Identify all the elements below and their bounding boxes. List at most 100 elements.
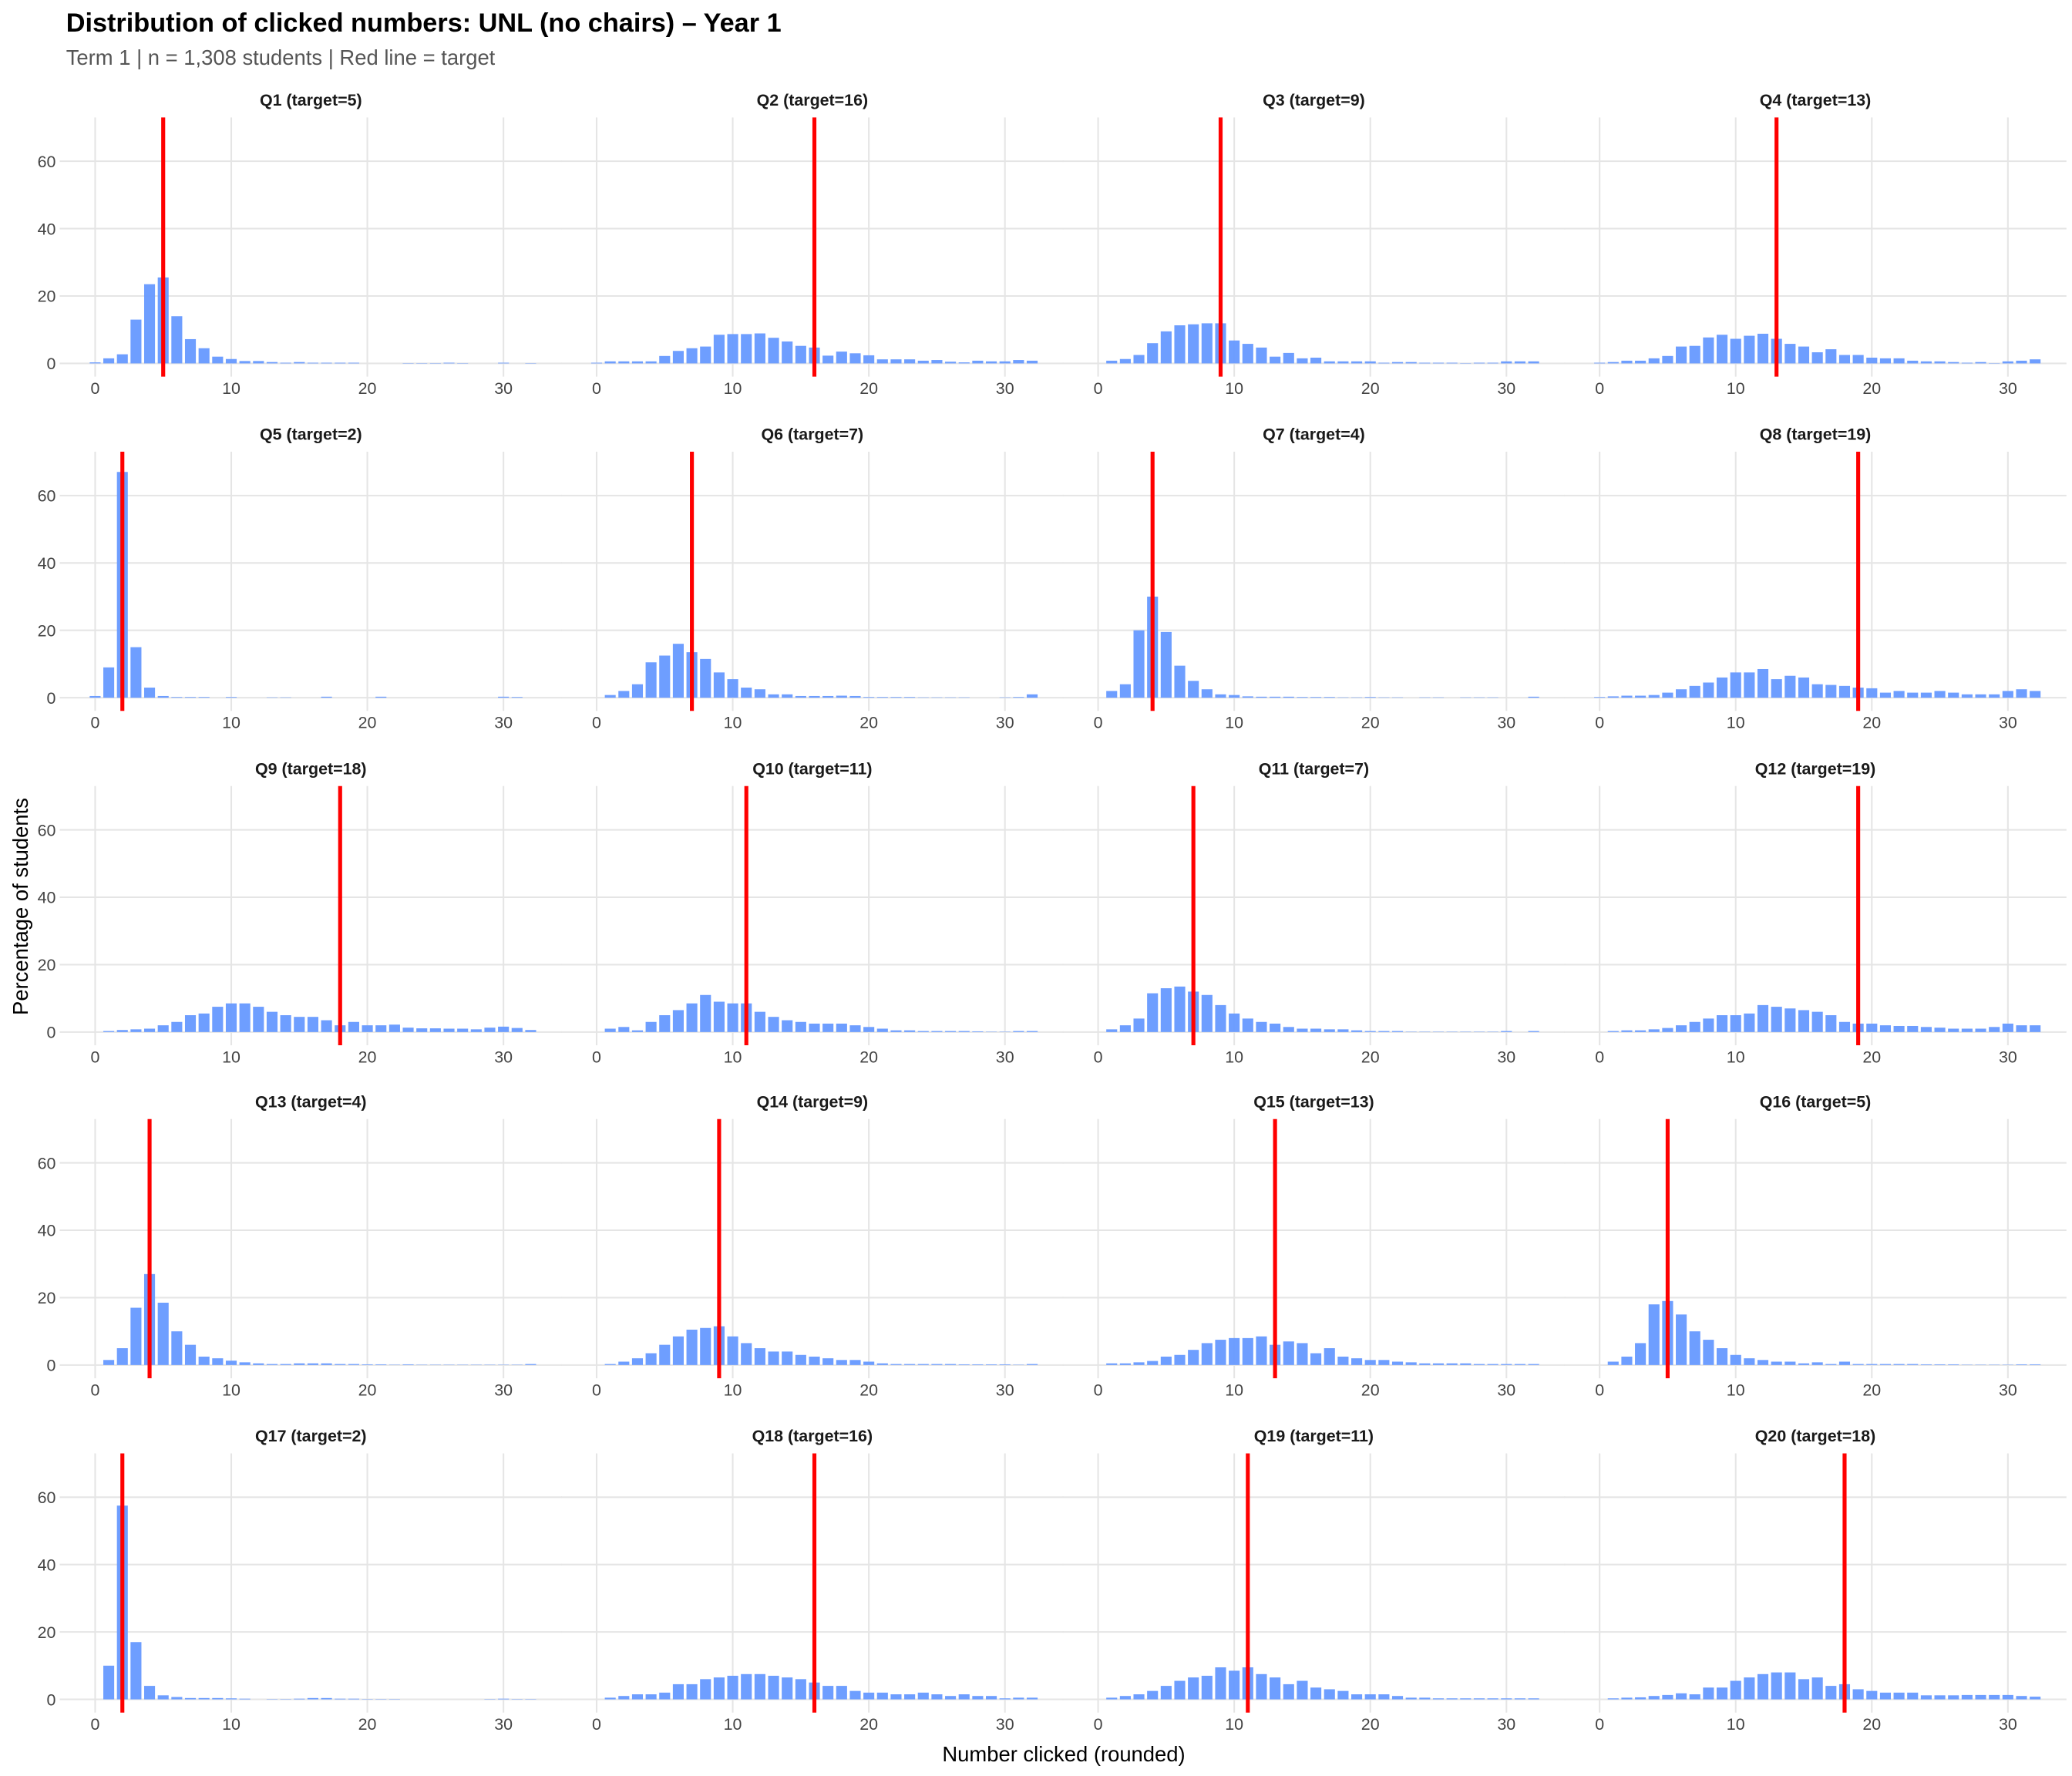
- histogram-bar: [143, 284, 156, 364]
- histogram-bar: [1133, 630, 1145, 698]
- histogram-bar: [429, 1028, 441, 1032]
- histogram-bar: [795, 345, 806, 364]
- histogram-bar: [604, 1364, 616, 1365]
- histogram-bar: [1798, 1363, 1810, 1365]
- histogram-bar: [1635, 360, 1646, 364]
- histogram-bar: [1676, 1314, 1687, 1365]
- histogram-bar: [1703, 337, 1714, 364]
- histogram-bar: [876, 1363, 888, 1365]
- histogram-bar: [1825, 1364, 1837, 1365]
- histogram-bar: [2016, 1364, 2027, 1365]
- histogram-bar: [1662, 692, 1673, 698]
- histogram-bar: [1324, 361, 1335, 364]
- histogram-bar: [198, 697, 210, 698]
- histogram-bar: [1026, 1364, 1038, 1365]
- histogram-bar: [876, 1028, 888, 1032]
- x-tick-label: 10: [222, 1381, 240, 1399]
- histogram-bar: [1160, 1686, 1172, 1700]
- histogram-bar: [1350, 361, 1363, 364]
- facet-panel: Q15 (target=13) 0 10 20 30: [1062, 1092, 1566, 1399]
- x-tick-label: 20: [358, 1048, 377, 1066]
- histogram-bar: [1689, 345, 1700, 364]
- histogram-bar: [1215, 1340, 1226, 1365]
- histogram-bar: [470, 1029, 482, 1032]
- histogram-bar: [631, 1030, 644, 1032]
- histogram-bar: [1432, 1363, 1445, 1365]
- histogram-bar: [1730, 672, 1741, 698]
- histogram-bar: [904, 1030, 916, 1032]
- histogram-bar: [143, 688, 156, 698]
- histogram-bar: [484, 1028, 496, 1032]
- histogram-bar: [972, 1696, 984, 1700]
- x-tick-label: 30: [1497, 714, 1515, 732]
- y-tick-label: 0: [46, 1357, 56, 1375]
- facet-panel: Q4 (target=13) 0 10 20 30: [1564, 91, 2067, 398]
- histogram-bar: [1784, 1361, 1796, 1365]
- histogram-bar: [795, 1679, 806, 1700]
- histogram-bar: [1229, 1013, 1240, 1032]
- histogram-bar: [645, 1353, 657, 1365]
- histogram-bar: [1242, 696, 1253, 698]
- histogram-bar: [1744, 1358, 1755, 1365]
- histogram-bar: [686, 1684, 698, 1700]
- histogram-bar: [225, 1361, 237, 1365]
- histogram-bar: [1297, 1343, 1308, 1365]
- histogram-bar: [130, 647, 142, 698]
- facet-panel: Q2 (target=16) 0 10 20 30: [561, 91, 1064, 398]
- histogram-bar: [1689, 685, 1700, 698]
- facet-strip-label: Q12 (target=19): [1755, 759, 1875, 778]
- histogram-bar: [1310, 357, 1322, 364]
- x-tick-label: 30: [996, 1381, 1014, 1399]
- x-tick-label: 30: [1999, 714, 2017, 732]
- histogram-bar: [266, 1011, 278, 1032]
- histogram-bar: [2016, 1696, 2027, 1700]
- histogram-bar: [1270, 356, 1281, 364]
- histogram-bar: [1648, 358, 1660, 364]
- histogram-bar: [1948, 1695, 1959, 1700]
- histogram-bar: [618, 361, 630, 364]
- histogram-bar: [1744, 672, 1755, 698]
- histogram-bar: [1798, 346, 1810, 364]
- histogram-bar: [809, 695, 820, 698]
- histogram-bar: [1716, 335, 1728, 364]
- histogram-bar: [184, 1015, 197, 1032]
- histogram-bar: [1229, 1337, 1240, 1365]
- histogram-bar: [348, 1698, 359, 1700]
- histogram-bar: [1283, 696, 1294, 698]
- histogram-bar: [985, 1696, 997, 1700]
- histogram-bar: [1635, 1697, 1646, 1700]
- histogram-bar: [958, 1364, 970, 1365]
- histogram-bar: [1934, 1695, 1946, 1700]
- histogram-bar: [321, 1697, 332, 1700]
- x-tick-label: 0: [592, 379, 601, 398]
- histogram-bar: [239, 1698, 251, 1700]
- histogram-bar: [1621, 695, 1633, 698]
- histogram-bar: [1229, 1670, 1240, 1700]
- histogram-bar: [1391, 1361, 1404, 1365]
- histogram-bar: [1256, 696, 1267, 698]
- histogram-bar: [1528, 361, 1539, 364]
- histogram-bar: [917, 360, 929, 364]
- histogram-bar: [645, 1694, 657, 1700]
- histogram-bar: [1948, 362, 1959, 364]
- facet-panel: Q14 (target=9) 0 10 20 30: [561, 1092, 1064, 1399]
- histogram-bar: [1879, 1692, 1892, 1700]
- histogram-bar: [225, 1003, 237, 1032]
- histogram-bar: [1119, 358, 1131, 364]
- x-tick-label: 30: [494, 1048, 513, 1066]
- histogram-bar: [1811, 1011, 1823, 1032]
- histogram-bar: [631, 1358, 644, 1365]
- histogram-bar: [1879, 1364, 1892, 1365]
- histogram-bar: [1026, 694, 1038, 698]
- histogram-bar: [89, 695, 101, 698]
- histogram-bar: [1852, 1689, 1864, 1700]
- histogram-bar: [1784, 1008, 1796, 1032]
- histogram-bar: [1174, 325, 1186, 364]
- histogram-bar: [863, 1027, 875, 1032]
- histogram-bar: [1716, 677, 1728, 698]
- histogram-bar: [1798, 1679, 1810, 1700]
- histogram-bar: [1391, 1696, 1404, 1700]
- facet-strip-label: Q19 (target=11): [1254, 1427, 1374, 1445]
- facet-strip-label: Q1 (target=5): [260, 91, 362, 109]
- histogram-bar: [1446, 1363, 1458, 1365]
